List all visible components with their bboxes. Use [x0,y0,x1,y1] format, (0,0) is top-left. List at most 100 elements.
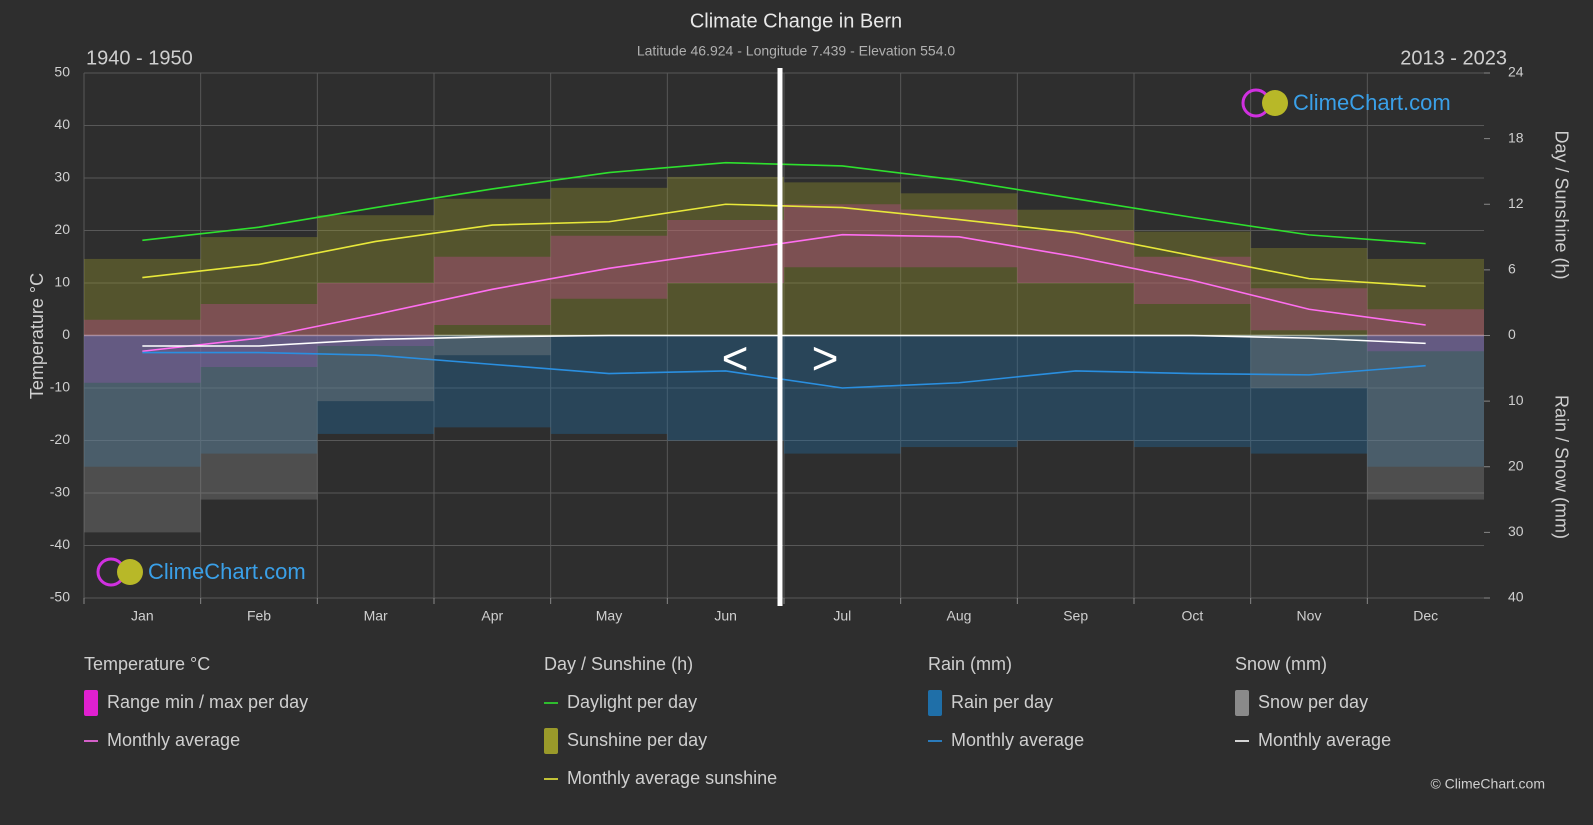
x-tick-label: May [596,608,622,624]
daily-bar [1367,335,1484,467]
y3-tick-label: 40 [1508,589,1524,605]
y-tick-label: 20 [54,221,70,237]
y-tick-label: -30 [50,484,70,500]
legend-swatch [544,728,558,754]
legend-label: Range min / max per day [107,692,308,712]
y-tick-label: -10 [50,379,70,395]
legend-swatch [84,690,98,716]
legend-label: Monthly average sunshine [567,768,777,788]
daily-bar [1134,335,1251,448]
daily-bar [784,335,901,454]
nav-next[interactable]: > [812,332,839,384]
daily-bar [200,335,318,500]
y-tick-label: -50 [50,589,70,605]
daily-bar [84,335,201,533]
daily-bar [434,335,551,356]
daily-bar [317,215,434,336]
legend-swatch [928,690,942,716]
x-tick-label: Oct [1181,608,1203,624]
legend-label: Snow per day [1258,692,1368,712]
y3-tick-label: 10 [1508,392,1524,408]
y-tick-label: -40 [50,536,70,552]
y2-tick-label: 0 [1508,326,1516,342]
y3-axis-label: Rain / Snow (mm) [1551,395,1571,539]
temp-range [200,304,318,367]
legend-swatch [1235,690,1249,716]
x-tick-label: Jan [131,608,154,624]
monthly-line [142,161,1426,245]
y-tick-label: 40 [54,116,70,132]
x-tick-label: Apr [481,608,503,624]
daily-bar [1250,335,1368,388]
logo-bottom: ClimeChart.com [96,557,306,587]
daily-bar [900,335,1018,448]
daily-bar [1250,248,1368,336]
y2-tick-label: 12 [1508,195,1524,211]
daily-bar [1250,335,1368,454]
legend-label: Monthly average [1258,730,1391,750]
watermark: ClimeChart.com [148,559,306,584]
daily-bar [1017,335,1134,441]
daily-bar [317,335,434,402]
y-tick-label: -20 [50,431,70,447]
legend-group-title: Rain (mm) [928,654,1012,674]
left-period: 1940 - 1950 [86,47,193,69]
temp-range [550,235,668,299]
daily-bar [84,335,201,467]
copyright: © ClimeChart.com [1430,776,1545,792]
plot-area: -50 -40 -30 -20 -10 0 10 20 30 40 50 0 6 12 18 24 10 20 30… [50,64,1524,624]
legend-group-title: Day / Sunshine (h) [544,654,693,674]
legend: Temperature °C Range min / max per day Mon… [84,654,1391,788]
daily-bar [900,193,1018,336]
legend-group-title: Temperature °C [84,654,210,674]
daily-bar [667,335,784,441]
daily-bar [84,258,201,336]
y2-axis-label: Day / Sunshine (h) [1551,130,1571,279]
daily-bar [1367,335,1484,500]
y3-tick-label: 30 [1508,523,1524,539]
x-tick-label: Jul [833,608,851,624]
nav-prev[interactable]: < [722,332,749,384]
monthly-line [142,233,1426,353]
y-tick-label: 30 [54,169,70,185]
daily-bar [434,198,551,336]
monthly-line [142,334,1426,347]
daily-bar [200,237,318,336]
legend-label: Rain per day [951,692,1053,712]
chart-title: Climate Change in Bern [690,10,902,32]
daily-bar [550,335,668,434]
legend-label: Sunshine per day [567,730,707,750]
monthly-line [142,351,1426,389]
daily-bar [1367,258,1484,336]
x-tick-label: Dec [1413,608,1438,624]
legend-label: Monthly average [107,730,240,750]
x-tick-label: Jun [714,608,737,624]
x-tick-label: Mar [364,608,388,624]
chart-subtitle: Latitude 46.924 - Longitude 7.439 - Elev… [637,43,956,59]
y-tick-label: 50 [54,64,70,80]
y-tick-label: 10 [54,274,70,290]
logo-sun [117,559,143,585]
daily-bar [784,182,901,336]
x-tick-label: Feb [247,608,271,624]
temp-range [1367,309,1484,352]
daily-bar [667,176,784,336]
daily-bar [200,335,318,454]
monthly-line [142,203,1426,288]
legend-group-title: Snow (mm) [1235,654,1327,674]
y-tick-label: 0 [62,326,70,342]
daily-bar [434,335,551,428]
temp-range [434,256,551,325]
x-tick-label: Nov [1297,608,1322,624]
y-axis-label: Temperature °C [27,273,47,399]
logo-top: ClimeChart.com [1241,88,1451,118]
watermark: ClimeChart.com [1293,90,1451,115]
y2-tick-label: 24 [1508,64,1524,80]
daily-bar [317,335,434,434]
legend-label: Daylight per day [567,692,697,712]
y3-tick-label: 20 [1508,457,1524,473]
x-tick-label: Aug [947,608,972,624]
legend-label: Monthly average [951,730,1084,750]
